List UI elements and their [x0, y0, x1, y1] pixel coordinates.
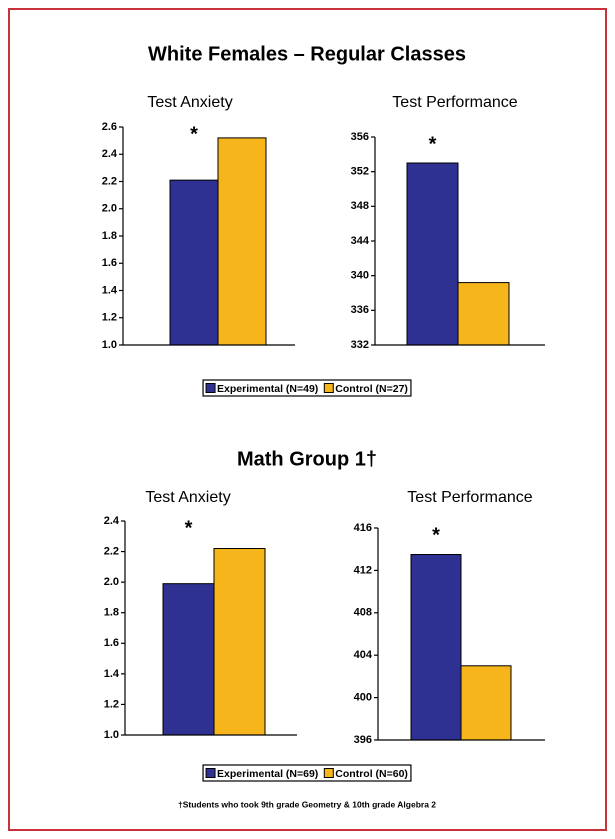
y-tick-label: 332	[351, 339, 369, 351]
y-tick-label: 2.0	[104, 576, 119, 588]
y-tick-label: 416	[354, 522, 372, 534]
significance-marker: *	[429, 133, 437, 155]
y-tick-label: 344	[351, 235, 370, 247]
y-tick-label: 1.8	[102, 230, 117, 242]
bar	[457, 282, 510, 346]
y-tick-label: 2.0	[102, 203, 117, 215]
y-tick-label: 400	[354, 692, 372, 704]
y-tick-label: 396	[354, 734, 372, 746]
y-tick-label: 1.0	[102, 339, 117, 351]
significance-marker: *	[185, 517, 193, 539]
section-title: Math Group 1†	[237, 448, 377, 470]
bar	[169, 179, 219, 346]
legend-label: Experimental (N=49)	[217, 383, 318, 395]
bar	[460, 665, 512, 741]
y-tick-label: 2.2	[102, 175, 117, 187]
bar	[406, 162, 459, 346]
chart-title: Test Anxiety	[147, 94, 232, 111]
legend-box	[202, 764, 412, 782]
y-tick-label: 1.2	[102, 312, 117, 324]
y-tick-label: 336	[351, 304, 369, 316]
y-tick-label: 2.4	[104, 515, 120, 527]
y-tick-label: 1.4	[104, 668, 120, 680]
chart-title: Test Performance	[407, 489, 532, 506]
footnote: †Students who took 9th grade Geometry & …	[178, 799, 436, 809]
y-tick-label: 348	[351, 200, 369, 212]
chart-title: Test Anxiety	[145, 489, 230, 506]
y-tick-label: 1.6	[102, 257, 117, 269]
legend-label: Experimental (N=69)	[217, 768, 318, 780]
legend-swatch	[323, 768, 334, 778]
section-title: White Females – Regular Classes	[148, 43, 466, 65]
y-tick-label: 1.4	[102, 284, 118, 296]
significance-marker: *	[432, 524, 440, 546]
y-tick-label: 340	[351, 270, 369, 282]
y-tick-label: 1.8	[104, 607, 119, 619]
y-tick-label: 356	[351, 131, 369, 143]
frame	[8, 8, 607, 831]
legend-label: Control (N=60)	[335, 768, 408, 780]
legend-swatch	[205, 768, 216, 778]
bar	[217, 137, 267, 346]
legend-swatch	[323, 383, 334, 393]
y-tick-label: 412	[354, 564, 372, 576]
legend-box	[202, 379, 412, 397]
y-tick-label: 404	[354, 649, 373, 661]
y-tick-label: 408	[354, 607, 372, 619]
bar	[162, 583, 215, 736]
legend-swatch	[205, 383, 216, 393]
bar	[213, 548, 266, 736]
significance-marker: *	[190, 123, 198, 145]
y-tick-label: 1.2	[104, 698, 119, 710]
y-tick-label: 352	[351, 166, 369, 178]
chart-title: Test Performance	[392, 94, 517, 111]
y-tick-label: 1.6	[104, 637, 119, 649]
y-tick-label: 2.4	[102, 148, 118, 160]
legend-label: Control (N=27)	[335, 383, 408, 395]
y-tick-label: 2.2	[104, 545, 119, 557]
bar	[410, 554, 462, 741]
y-tick-label: 2.6	[102, 121, 117, 133]
y-tick-label: 1.0	[104, 729, 119, 741]
